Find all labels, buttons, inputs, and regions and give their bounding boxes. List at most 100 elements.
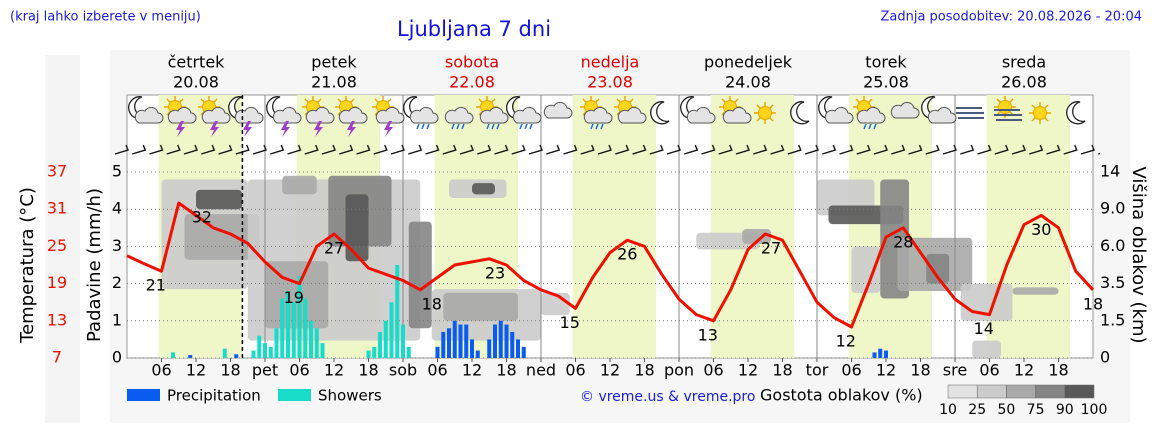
back-layer — [127, 95, 1093, 359]
temperature-axis-title: Temperatura (°C) — [17, 187, 38, 344]
y2-tick-label: 3.5 — [1100, 273, 1125, 292]
source: © vreme.us & vreme.pro — [580, 389, 755, 405]
day-name: petek — [311, 53, 357, 72]
temperature-tick-label: 25 — [47, 236, 67, 255]
precip-bar — [504, 324, 509, 358]
temperature-tick-label: 37 — [47, 162, 67, 181]
colorbar-segment — [1035, 384, 1066, 399]
legend-swatch — [278, 389, 311, 401]
x-tick-label: pet — [252, 361, 278, 380]
x-tick-label: 18 — [358, 361, 378, 380]
weather-icon — [1028, 101, 1052, 125]
precip-bar — [383, 320, 388, 358]
day-name: nedelja — [581, 53, 640, 72]
x-tick-label: 06 — [703, 361, 723, 380]
x-tick-label: 18 — [910, 361, 930, 380]
precip-bar — [263, 343, 267, 358]
icon-sun — [753, 101, 777, 125]
precip-bar — [464, 324, 469, 358]
x-tick-label: 06 — [979, 361, 999, 380]
x-tick-label: 06 — [427, 361, 447, 380]
wind-barbs — [113, 144, 1100, 160]
temperature-label: 27 — [761, 239, 781, 258]
temperature-label: 14 — [974, 319, 994, 338]
legend-label: Showers — [318, 387, 382, 405]
cloud-cell — [196, 189, 242, 210]
day-date: 20.08 — [173, 73, 219, 92]
temperature-line — [126, 201, 1095, 329]
x-tick-label: 18 — [634, 361, 654, 380]
day-name: sobota — [445, 53, 499, 72]
cloud-cell — [851, 246, 881, 293]
cloud-cell — [972, 340, 1001, 358]
cloud-cell — [443, 292, 518, 321]
precip-bar — [257, 335, 262, 358]
precip-bar — [286, 291, 290, 358]
cloud-cell — [742, 229, 771, 244]
y-tick-label: 4 — [112, 199, 122, 218]
precip-bar — [521, 346, 526, 358]
temperature-label: 23 — [485, 263, 505, 282]
day-name: četrtek — [168, 53, 226, 72]
x-tick-label: 18 — [772, 361, 792, 380]
temperature-label: 12 — [836, 332, 856, 351]
colorbar-tick-label: 90 — [1056, 402, 1074, 418]
y-tick-label: 3 — [112, 236, 122, 255]
precip-bar — [493, 324, 497, 358]
precip-bar — [372, 346, 377, 358]
temperature-label: 30 — [1031, 220, 1051, 239]
precip-bar — [516, 339, 520, 358]
precip-bar — [475, 350, 480, 358]
y-tick-label: 5 — [112, 162, 122, 181]
precip-bar — [222, 348, 227, 358]
temperature-label: 13 — [698, 325, 718, 344]
left-strip — [45, 55, 80, 423]
x-tick-label: 12 — [462, 361, 482, 380]
colorbar-segment — [947, 384, 978, 399]
temperature-label: 18 — [1083, 294, 1103, 313]
day-date: 23.08 — [587, 73, 633, 92]
y2-axis-title: Višina oblakov (km) — [1128, 166, 1149, 343]
colorbar-tick-label: 50 — [997, 402, 1015, 418]
x-tick-label: 12 — [1014, 361, 1034, 380]
cloud-cell — [926, 253, 950, 284]
precip-bar — [291, 302, 296, 358]
daylight-band — [572, 95, 656, 358]
precip-bar — [441, 331, 446, 358]
x-tick-label: 18 — [1048, 361, 1068, 380]
cloud-cell — [408, 221, 432, 329]
cloud-cell — [184, 214, 260, 260]
temperature-tick-label: 31 — [47, 199, 67, 218]
x-tick-label: 12 — [600, 361, 620, 380]
x-tick-label: 18 — [220, 361, 240, 380]
temperature-label: 15 — [560, 313, 580, 332]
y-tick-label: 1 — [112, 310, 122, 329]
cloud-cell — [472, 183, 495, 195]
precip-bar — [406, 346, 411, 358]
temperature-label: 28 — [893, 232, 913, 251]
colorbar-segment — [1064, 384, 1095, 399]
temperature-tick-label: 19 — [47, 273, 67, 292]
x-tick-label: 12 — [738, 361, 758, 380]
precip-bar — [280, 298, 285, 358]
precip-bar — [435, 346, 440, 358]
day-name: torek — [865, 53, 907, 72]
daylight-band — [710, 95, 794, 358]
x-tick-label: 12 — [186, 361, 206, 380]
temperature-label: 19 — [284, 288, 304, 307]
precip-bar — [171, 352, 175, 358]
x-tick-label: ned — [526, 361, 556, 380]
day-name: ponedeljek — [704, 53, 793, 72]
precip-bar — [510, 331, 515, 358]
temperature-label: 26 — [617, 245, 637, 264]
precip-bar — [303, 298, 308, 358]
x-tick-label: 12 — [324, 361, 344, 380]
colorbar-tick-label: 25 — [968, 402, 986, 418]
temperature-label: 27 — [324, 239, 344, 258]
day-date: 26.08 — [1001, 73, 1047, 92]
y2-tick-label: 1.5 — [1100, 310, 1125, 329]
x-tick-label: sob — [389, 361, 417, 380]
